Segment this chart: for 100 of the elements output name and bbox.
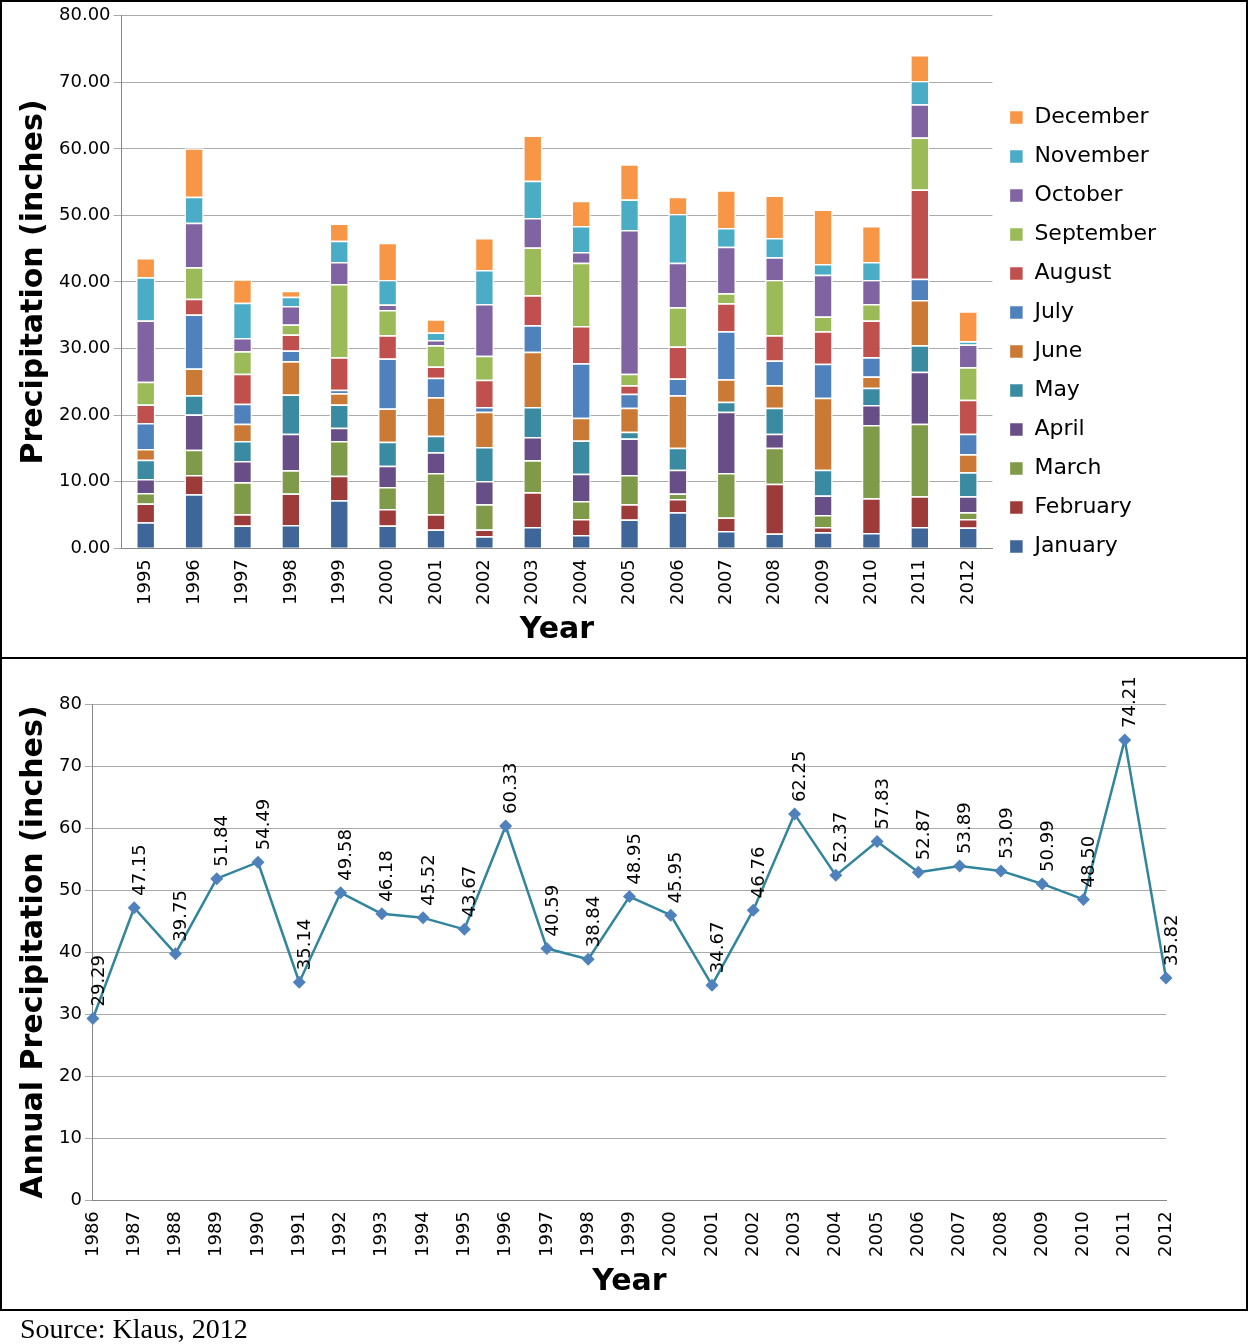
x-tick-label: 2008: [762, 559, 784, 605]
x-tick-label: 1995: [133, 559, 155, 605]
data-label: 48.50: [1077, 835, 1099, 888]
x-tick-label: 2005: [864, 1211, 886, 1257]
y-tick-label: 0.00: [70, 535, 111, 557]
legend-label: May: [1034, 376, 1080, 402]
x-tick-label: 2003: [520, 559, 542, 605]
x-tick-label: 2012: [1153, 1211, 1175, 1257]
x-tick-label: 2006: [906, 1211, 928, 1257]
x-tick-label: 2006: [665, 559, 687, 605]
x-tick-label: 2000: [658, 1211, 680, 1257]
x-tick-label: 1992: [328, 1211, 350, 1257]
data-label: 49.58: [334, 829, 356, 881]
y-tick-label: 80.00: [59, 3, 111, 25]
source-note: Source: Klaus, 2012: [19, 1312, 249, 1344]
data-label: 62.25: [788, 750, 810, 803]
data-label: 38.84: [581, 895, 603, 948]
data-label: 51.84: [210, 815, 232, 867]
data-label: 45.95: [664, 851, 686, 904]
legend-label: September: [1034, 220, 1157, 246]
x-tick-label: 2011: [1112, 1211, 1134, 1257]
y-tick-label: 40: [59, 939, 82, 961]
data-label: 40.59: [540, 884, 562, 937]
legend-label: November: [1034, 142, 1150, 168]
y-tick-label: 10: [59, 1125, 82, 1147]
legend-label: February: [1034, 493, 1132, 519]
x-tick-label: 2004: [823, 1211, 845, 1257]
data-label: 45.52: [416, 854, 438, 906]
legend-label: June: [1032, 337, 1083, 363]
x-tick-label: 2001: [423, 559, 445, 605]
x-tick-label: 2004: [568, 559, 590, 605]
data-label: 53.09: [994, 807, 1016, 859]
data-label: 52.37: [829, 811, 851, 864]
x-axis-title: Year: [518, 609, 595, 645]
data-label: 46.18: [375, 850, 397, 902]
x-tick-label: 2002: [740, 1211, 762, 1257]
x-tick-label: 1993: [369, 1211, 391, 1257]
x-tick-label: 2010: [1071, 1211, 1093, 1257]
x-tick-label: 1996: [181, 559, 203, 605]
data-label: 34.67: [705, 921, 727, 974]
x-tick-label: 1996: [493, 1211, 515, 1257]
x-axis-title: Year: [591, 1261, 667, 1297]
y-axis-title: Precipitation (inches): [13, 99, 49, 465]
x-tick-label: 1998: [278, 559, 300, 605]
x-tick-label: 1995: [452, 1211, 474, 1257]
x-tick-label: 2007: [947, 1211, 969, 1257]
x-tick-label: 2011: [907, 559, 929, 605]
x-tick-label: 1998: [575, 1211, 597, 1257]
y-tick-label: 20.00: [59, 402, 111, 424]
x-tick-label: 1989: [204, 1211, 226, 1257]
data-label: 48.95: [623, 833, 645, 885]
x-tick-label: 1991: [286, 1211, 308, 1257]
y-tick-label: 80: [59, 691, 82, 713]
data-label: 29.29: [86, 954, 108, 1007]
legend-label: March: [1034, 454, 1102, 480]
data-label: 50.99: [1035, 820, 1057, 872]
x-tick-label: 2000: [375, 559, 397, 605]
y-tick-label: 0: [70, 1187, 82, 1209]
x-tick-label: 1997: [230, 559, 252, 605]
y-tick-label: 30.00: [59, 336, 111, 358]
data-label: 35.82: [1159, 914, 1181, 967]
data-label: 57.83: [870, 777, 892, 830]
x-tick-label: 2003: [782, 1211, 804, 1257]
y-tick-label: 60.00: [59, 136, 111, 158]
legend-label: October: [1034, 181, 1124, 207]
x-tick-label: 1988: [163, 1211, 185, 1257]
y-tick-label: 50.00: [59, 203, 111, 225]
x-tick-label: 1990: [245, 1211, 267, 1257]
x-tick-label: 1997: [534, 1211, 556, 1257]
x-tick-label: 1999: [617, 1211, 639, 1257]
x-tick-label: 2012: [955, 559, 977, 605]
x-tick-label: 2001: [699, 1211, 721, 1257]
data-label: 47.15: [127, 844, 149, 896]
y-tick-label: 30: [59, 1001, 82, 1023]
legend-label: April: [1034, 415, 1085, 441]
x-tick-label: 2002: [472, 559, 494, 605]
x-tick-label: 1994: [410, 1211, 432, 1257]
y-tick-label: 60: [59, 815, 82, 837]
data-label: 43.67: [458, 865, 480, 918]
x-tick-label: 2010: [859, 559, 881, 605]
x-tick-label: 1986: [80, 1211, 102, 1257]
y-tick-label: 20: [59, 1063, 82, 1085]
data-label: 54.49: [251, 798, 273, 851]
y-tick-label: 50: [59, 877, 82, 899]
x-tick-label: 2005: [617, 559, 639, 605]
data-label: 39.75: [169, 890, 191, 942]
legend-label: August: [1034, 259, 1112, 285]
data-label: 52.87: [912, 808, 934, 861]
x-tick-label: 2009: [810, 559, 832, 605]
data-label: 46.76: [746, 846, 768, 899]
y-axis-title: Annual Precipitation (inches): [13, 705, 49, 1199]
x-tick-label: 2009: [1029, 1211, 1051, 1257]
x-tick-label: 1999: [326, 559, 348, 605]
legend-label: January: [1032, 532, 1118, 558]
data-label: 74.21: [1118, 676, 1140, 728]
y-tick-label: 40.00: [59, 269, 111, 291]
x-tick-label: 2007: [713, 559, 735, 605]
y-tick-label: 70: [59, 753, 82, 775]
y-tick-label: 70.00: [59, 70, 111, 92]
x-tick-label: 1987: [121, 1211, 143, 1257]
